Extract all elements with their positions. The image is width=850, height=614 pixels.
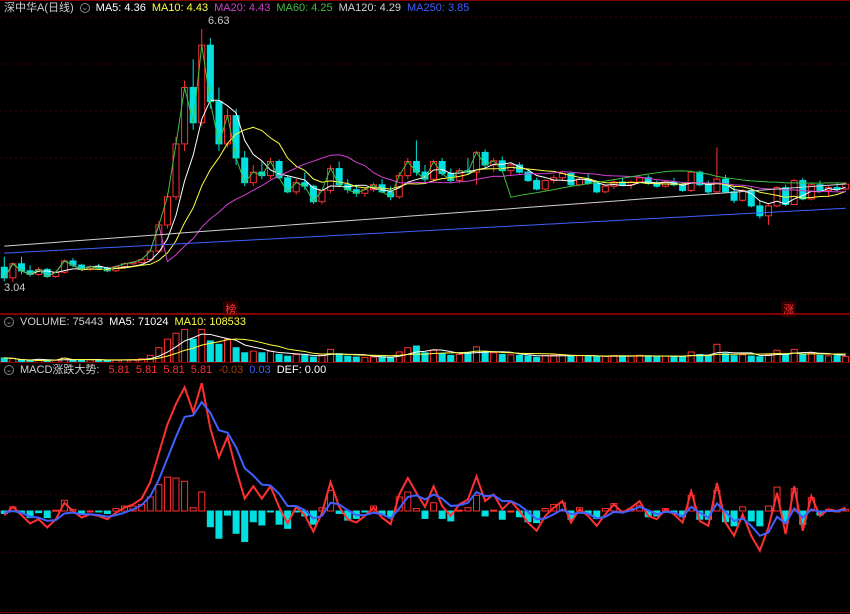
toggle-icon[interactable]: ⌄ [4,365,14,375]
ma-labels: MA5: 4.36MA10: 4.43MA20: 4.43MA60: 4.25M… [96,1,476,15]
stock-title: 深中华A(日线) [4,1,74,15]
macd-header: ⌄ MACD涨跌大势: 5.815.815.815.81-0.030.03DEF… [4,363,332,377]
volume-labels: VOLUME: 75443MA5: 71024MA10: 108533 [20,315,252,329]
price-chart-panel[interactable]: 深中华A(日线) ⌄ MA5: 4.36MA10: 4.43MA20: 4.43… [0,0,850,314]
toggle-icon[interactable]: ⌄ [80,3,90,13]
price-header: 深中华A(日线) ⌄ MA5: 4.36MA10: 4.43MA20: 4.43… [4,1,475,15]
macd-chart-svg [0,363,850,614]
toggle-icon[interactable]: ⌄ [4,317,14,327]
volume-header: ⌄ VOLUME: 75443MA5: 71024MA10: 108533 [4,315,252,329]
volume-panel[interactable]: ⌄ VOLUME: 75443MA5: 71024MA10: 108533 [0,314,850,362]
macd-labels: MACD涨跌大势: 5.815.815.815.81-0.030.03DEF: … [20,363,332,377]
price-chart-svg [0,1,850,315]
macd-panel[interactable]: ⌄ MACD涨跌大势: 5.815.815.815.81-0.030.03DEF… [0,362,850,613]
